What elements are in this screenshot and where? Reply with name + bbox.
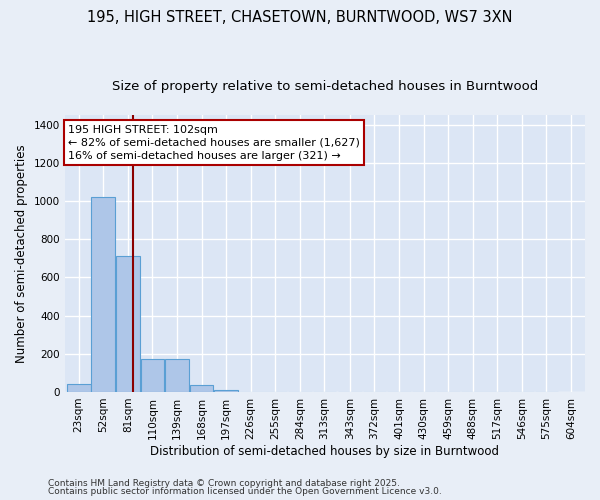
Bar [190,386,214,392]
Title: Size of property relative to semi-detached houses in Burntwood: Size of property relative to semi-detach… [112,80,538,93]
Text: 195 HIGH STREET: 102sqm
← 82% of semi-detached houses are smaller (1,627)
16% of: 195 HIGH STREET: 102sqm ← 82% of semi-de… [68,124,360,161]
Y-axis label: Number of semi-detached properties: Number of semi-detached properties [15,144,28,363]
Bar [165,360,189,392]
Bar [91,197,115,392]
X-axis label: Distribution of semi-detached houses by size in Burntwood: Distribution of semi-detached houses by … [151,444,499,458]
Text: Contains public sector information licensed under the Open Government Licence v3: Contains public sector information licen… [48,487,442,496]
Bar [140,360,164,392]
Text: 195, HIGH STREET, CHASETOWN, BURNTWOOD, WS7 3XN: 195, HIGH STREET, CHASETOWN, BURNTWOOD, … [87,10,513,25]
Bar [214,390,238,392]
Bar [67,384,91,392]
Bar [116,256,140,392]
Text: Contains HM Land Registry data © Crown copyright and database right 2025.: Contains HM Land Registry data © Crown c… [48,478,400,488]
